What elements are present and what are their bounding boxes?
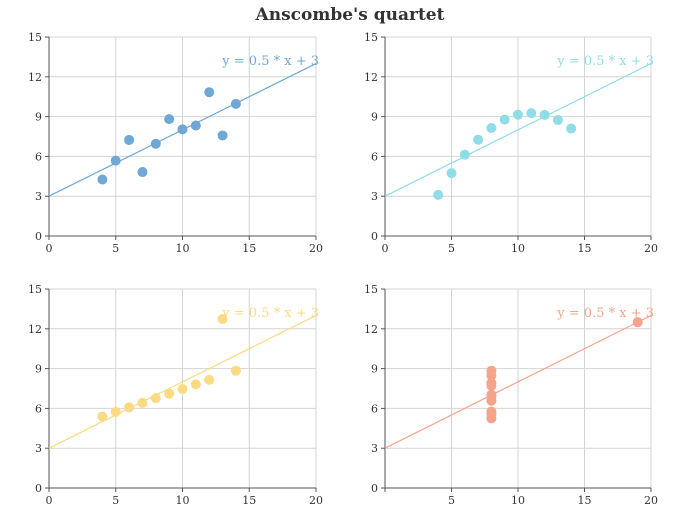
data-point[interactable] <box>539 109 550 120</box>
data-point[interactable] <box>486 409 497 420</box>
data-point[interactable] <box>97 174 108 185</box>
data-point[interactable] <box>177 384 188 395</box>
equation-label: y = 0.5 * x + 3 <box>556 306 654 321</box>
data-point[interactable] <box>164 388 175 399</box>
chart-title: Anscombe's quartet <box>255 5 445 25</box>
data-point[interactable] <box>177 124 188 135</box>
y-tick-label: 15 <box>28 31 42 44</box>
y-tick-label: 6 <box>371 402 378 415</box>
x-tick-label: 5 <box>112 494 119 507</box>
y-tick-label: 0 <box>35 230 42 243</box>
y-tick-label: 9 <box>35 363 42 376</box>
equation-label: y = 0.5 * x + 3 <box>221 54 319 69</box>
data-point[interactable] <box>459 149 470 160</box>
y-tick-label: 6 <box>35 402 42 415</box>
panel-1: 0 5 10 15 20 0 3 6 9 12 15 y = 0.5 * x + 3 <box>28 31 323 255</box>
data-point[interactable] <box>137 397 148 408</box>
x-tick-label: 10 <box>176 242 190 255</box>
y-tick-label: 15 <box>28 283 42 296</box>
y-tick-label: 12 <box>28 71 42 84</box>
y-tick-label: 0 <box>35 482 42 495</box>
data-point[interactable] <box>433 189 444 200</box>
data-point[interactable] <box>190 379 201 390</box>
y-tick-label: 3 <box>371 442 378 455</box>
data-point[interactable] <box>552 115 563 126</box>
data-point[interactable] <box>499 114 510 125</box>
y-tick-label: 3 <box>35 190 42 203</box>
data-point[interactable] <box>110 155 121 166</box>
data-point[interactable] <box>137 167 148 178</box>
y-tick-label: 15 <box>364 31 378 44</box>
equation-label: y = 0.5 * x + 3 <box>556 54 654 69</box>
x-tick-label: 15 <box>242 242 256 255</box>
panel-3: 0 5 10 15 20 0 3 6 9 12 15 y = 0.5 * x + 3 <box>28 283 323 507</box>
x-tick-label: 10 <box>511 242 525 255</box>
equation-label: y = 0.5 * x + 3 <box>221 306 319 321</box>
panel-2: 0 5 10 15 20 0 3 6 9 12 15 y = 0.5 * x + 3 <box>364 31 658 255</box>
panel-4: 5 10 15 20 0 3 6 9 12 15 y = 0.5 * x + 3 <box>364 283 658 507</box>
x-tick-label: 5 <box>448 494 455 507</box>
x-tick-label: 5 <box>112 242 119 255</box>
data-point[interactable] <box>486 378 497 389</box>
data-point[interactable] <box>566 123 577 134</box>
y-tick-label: 6 <box>371 150 378 163</box>
y-tick-label: 0 <box>371 482 378 495</box>
data-point[interactable] <box>632 317 643 328</box>
y-tick-label: 12 <box>364 71 378 84</box>
data-point[interactable] <box>204 374 215 385</box>
data-point[interactable] <box>217 130 228 141</box>
data-point[interactable] <box>486 391 497 402</box>
y-tick-label: 12 <box>364 323 378 336</box>
x-tick-label: 10 <box>176 494 190 507</box>
x-tick-label: 15 <box>578 494 592 507</box>
x-tick-label: 15 <box>578 242 592 255</box>
data-point[interactable] <box>446 168 457 179</box>
data-point[interactable] <box>486 123 497 134</box>
x-tick-label: 0 <box>382 242 389 255</box>
data-point[interactable] <box>217 313 228 324</box>
data-point[interactable] <box>124 134 135 145</box>
data-point[interactable] <box>526 108 537 119</box>
y-tick-label: 3 <box>371 190 378 203</box>
data-point[interactable] <box>164 114 175 125</box>
y-tick-label: 9 <box>35 111 42 124</box>
data-point[interactable] <box>190 120 201 131</box>
x-tick-label: 0 <box>46 242 53 255</box>
x-tick-label: 15 <box>242 494 256 507</box>
data-point[interactable] <box>513 109 523 120</box>
y-tick-label: 9 <box>371 111 378 124</box>
y-tick-label: 15 <box>364 283 378 296</box>
y-tick-label: 12 <box>28 323 42 336</box>
x-tick-label: 20 <box>309 494 323 507</box>
data-point[interactable] <box>150 393 161 404</box>
x-tick-label: 5 <box>448 242 455 255</box>
regression-line <box>384 62 652 197</box>
data-point[interactable] <box>97 411 108 422</box>
data-point[interactable] <box>230 98 241 109</box>
data-point[interactable] <box>150 138 161 149</box>
x-tick-label: 10 <box>511 494 525 507</box>
x-tick-label: 20 <box>309 242 323 255</box>
x-tick-label: 20 <box>644 242 658 255</box>
x-tick-label: 0 <box>46 494 53 507</box>
y-tick-label: 6 <box>35 150 42 163</box>
data-point[interactable] <box>110 406 121 417</box>
regression-line <box>384 314 652 449</box>
y-tick-label: 0 <box>371 230 378 243</box>
regression-line <box>48 314 317 449</box>
x-tick-label: 20 <box>644 494 658 507</box>
data-point[interactable] <box>124 402 135 413</box>
data-point[interactable] <box>230 365 241 376</box>
data-point[interactable] <box>204 87 215 98</box>
data-point[interactable] <box>473 134 484 145</box>
data-point[interactable] <box>486 370 497 381</box>
y-tick-label: 9 <box>371 363 378 376</box>
y-tick-label: 3 <box>35 442 42 455</box>
